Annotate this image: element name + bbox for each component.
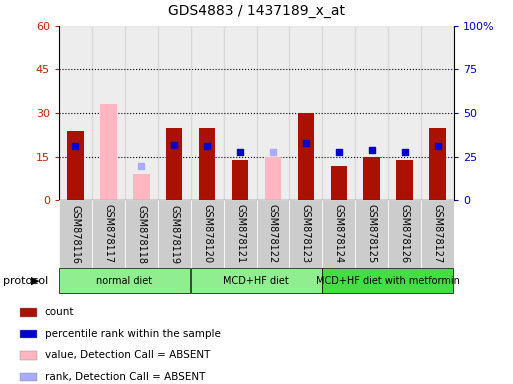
Bar [322,26,355,200]
Point [368,147,376,153]
Bar [330,166,347,200]
Bar [224,200,256,268]
Point [302,140,310,146]
Bar [125,200,158,268]
Point [334,149,343,155]
Bar [322,200,355,268]
Bar [322,268,453,293]
Point [170,141,179,147]
Bar [388,26,421,200]
Text: rank, Detection Call = ABSENT: rank, Detection Call = ABSENT [45,372,205,382]
Point [203,143,211,149]
Text: GSM878121: GSM878121 [235,205,245,263]
Point [269,149,277,155]
Bar [59,26,92,200]
Text: MCD+HF diet: MCD+HF diet [223,276,289,286]
Text: GSM878117: GSM878117 [104,205,113,263]
Text: GSM878116: GSM878116 [70,205,81,263]
Bar [355,26,388,200]
Bar [191,26,224,200]
Bar [92,26,125,200]
Text: normal diet: normal diet [96,276,152,286]
Point [401,149,409,155]
Text: MCD+HF diet with metformin: MCD+HF diet with metformin [316,276,460,286]
Text: GSM878119: GSM878119 [169,205,179,263]
Bar [256,26,289,200]
Text: GDS4883 / 1437189_x_at: GDS4883 / 1437189_x_at [168,4,345,18]
Text: GSM878120: GSM878120 [202,205,212,263]
Bar [20,330,37,338]
Text: GSM878125: GSM878125 [367,204,377,264]
Bar [388,200,421,268]
Text: GSM878118: GSM878118 [136,205,146,263]
Point [71,143,80,149]
Bar [20,308,37,316]
Bar [289,200,322,268]
Bar [191,268,322,293]
Text: GSM878123: GSM878123 [301,205,311,263]
Bar [191,200,224,268]
Bar [421,26,454,200]
Bar [364,157,380,200]
Bar [92,200,125,268]
Point [433,143,442,149]
Bar [166,127,183,200]
Text: percentile rank within the sample: percentile rank within the sample [45,329,221,339]
Text: count: count [45,308,74,318]
Bar [289,26,322,200]
Point [236,149,244,155]
Bar [158,200,191,268]
Text: GSM878122: GSM878122 [268,204,278,264]
Bar [133,174,149,200]
Bar [421,200,454,268]
Bar [232,160,248,200]
Bar [256,200,289,268]
Bar [199,127,215,200]
Bar [355,200,388,268]
Bar [157,26,191,200]
Bar [224,26,256,200]
Text: GSM878126: GSM878126 [400,205,409,263]
Bar [100,104,116,200]
Bar [298,113,314,200]
Bar [59,268,190,293]
Bar [59,200,92,268]
Text: GSM878127: GSM878127 [432,204,443,264]
Text: ▶: ▶ [31,276,39,286]
Text: value, Detection Call = ABSENT: value, Detection Call = ABSENT [45,350,210,361]
Bar [20,373,37,381]
Text: protocol: protocol [3,276,48,286]
Point [137,162,145,169]
Bar [20,351,37,359]
Bar [397,160,413,200]
Bar [125,26,157,200]
Text: GSM878124: GSM878124 [334,205,344,263]
Bar [429,127,446,200]
Bar [67,131,84,200]
Bar [265,157,281,200]
